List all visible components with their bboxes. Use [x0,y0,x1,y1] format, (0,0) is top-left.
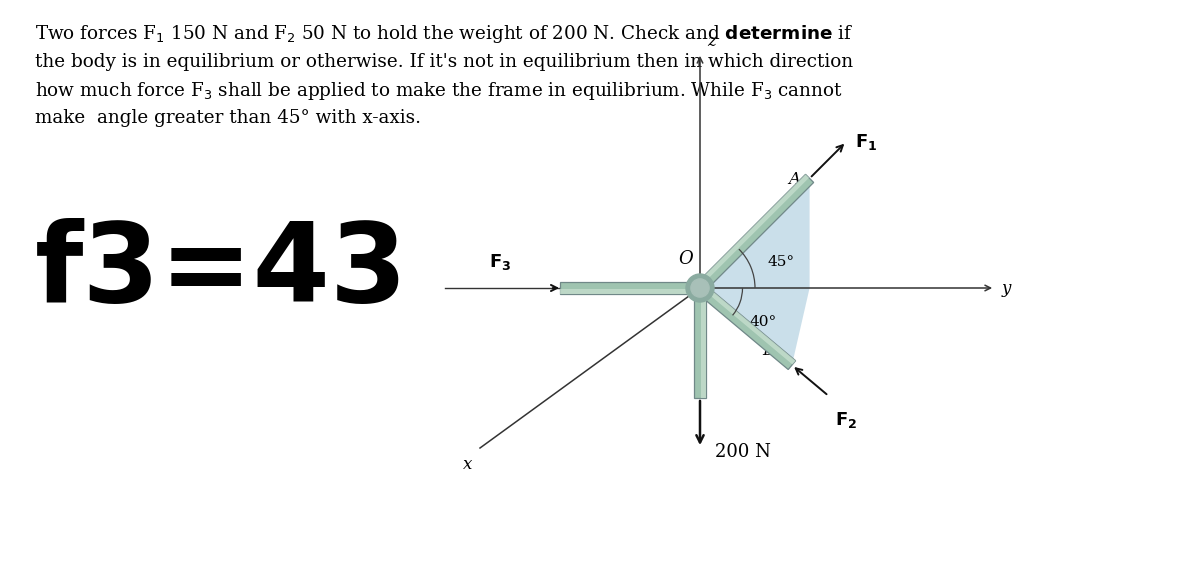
Text: y: y [1002,280,1012,297]
Polygon shape [560,289,700,294]
Text: $\mathbf{F_3}$: $\mathbf{F_3}$ [488,252,511,272]
Polygon shape [700,179,810,365]
Text: 40°: 40° [750,315,778,329]
Text: 200 N: 200 N [715,443,770,461]
Text: x: x [463,456,472,473]
Text: 45°: 45° [767,255,794,269]
Text: O: O [678,250,692,268]
Polygon shape [696,175,809,287]
Text: $\mathbf{F_2}$: $\mathbf{F_2}$ [835,410,857,430]
Circle shape [686,274,714,302]
Text: z: z [707,33,715,50]
Text: Two forces F$_1$ 150 N and F$_2$ 50 N to hold the weight of 200 N. Check and $\m: Two forces F$_1$ 150 N and F$_2$ 50 N to… [35,23,853,127]
Polygon shape [696,284,796,369]
Text: A: A [788,171,800,187]
Polygon shape [695,288,706,398]
Polygon shape [560,282,700,294]
Polygon shape [696,175,814,292]
Text: B: B [762,342,775,359]
Text: f3=43: f3=43 [35,218,408,325]
Circle shape [691,279,709,297]
Polygon shape [701,288,706,398]
Text: $\mathbf{F_1}$: $\mathbf{F_1}$ [856,132,877,151]
Polygon shape [701,284,796,365]
